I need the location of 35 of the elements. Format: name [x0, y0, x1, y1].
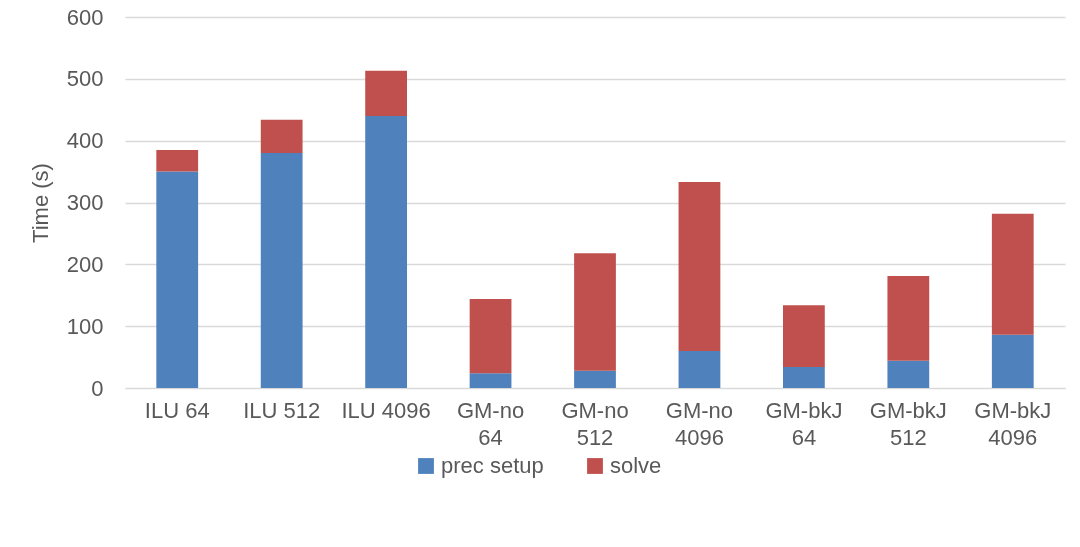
bar	[678, 182, 721, 351]
x-tick-label: ILU 64	[144, 397, 210, 423]
legend-label: solve	[610, 453, 662, 478]
bar	[156, 149, 199, 172]
bar	[991, 334, 1034, 388]
legend-label: prec setup	[441, 453, 544, 478]
bar	[574, 370, 616, 388]
bar	[887, 360, 930, 388]
x-tick-label: GM-bkJ 64	[765, 397, 843, 450]
bar	[260, 119, 303, 154]
x-tick-label: ILU 4096	[341, 397, 431, 423]
bar	[783, 366, 825, 388]
y-tick-label: 600	[66, 4, 104, 30]
bar	[365, 70, 407, 116]
y-axis-title: Time (s)	[27, 163, 53, 243]
x-tick-label: GM-bkJ 4096	[974, 397, 1052, 450]
bar	[260, 153, 303, 388]
y-tick-label: 500	[66, 66, 104, 92]
x-tick-label: GM-bkJ 512	[869, 397, 947, 450]
bar	[783, 305, 825, 367]
y-tick-label: 400	[66, 128, 104, 154]
bar	[469, 298, 512, 374]
bar	[469, 373, 512, 388]
bar	[574, 253, 616, 371]
bar	[678, 350, 721, 388]
y-tick-label: 100	[66, 313, 104, 339]
bar	[156, 171, 199, 388]
bar	[887, 276, 930, 361]
y-tick-label: 200	[66, 251, 104, 277]
x-tick-label: ILU 512	[243, 397, 321, 423]
bar	[991, 213, 1034, 335]
y-tick-label: 300	[66, 190, 104, 215]
y-tick-label: 0	[91, 375, 104, 401]
x-tick-label: GM-no 4096	[665, 397, 734, 450]
bar	[365, 115, 407, 388]
